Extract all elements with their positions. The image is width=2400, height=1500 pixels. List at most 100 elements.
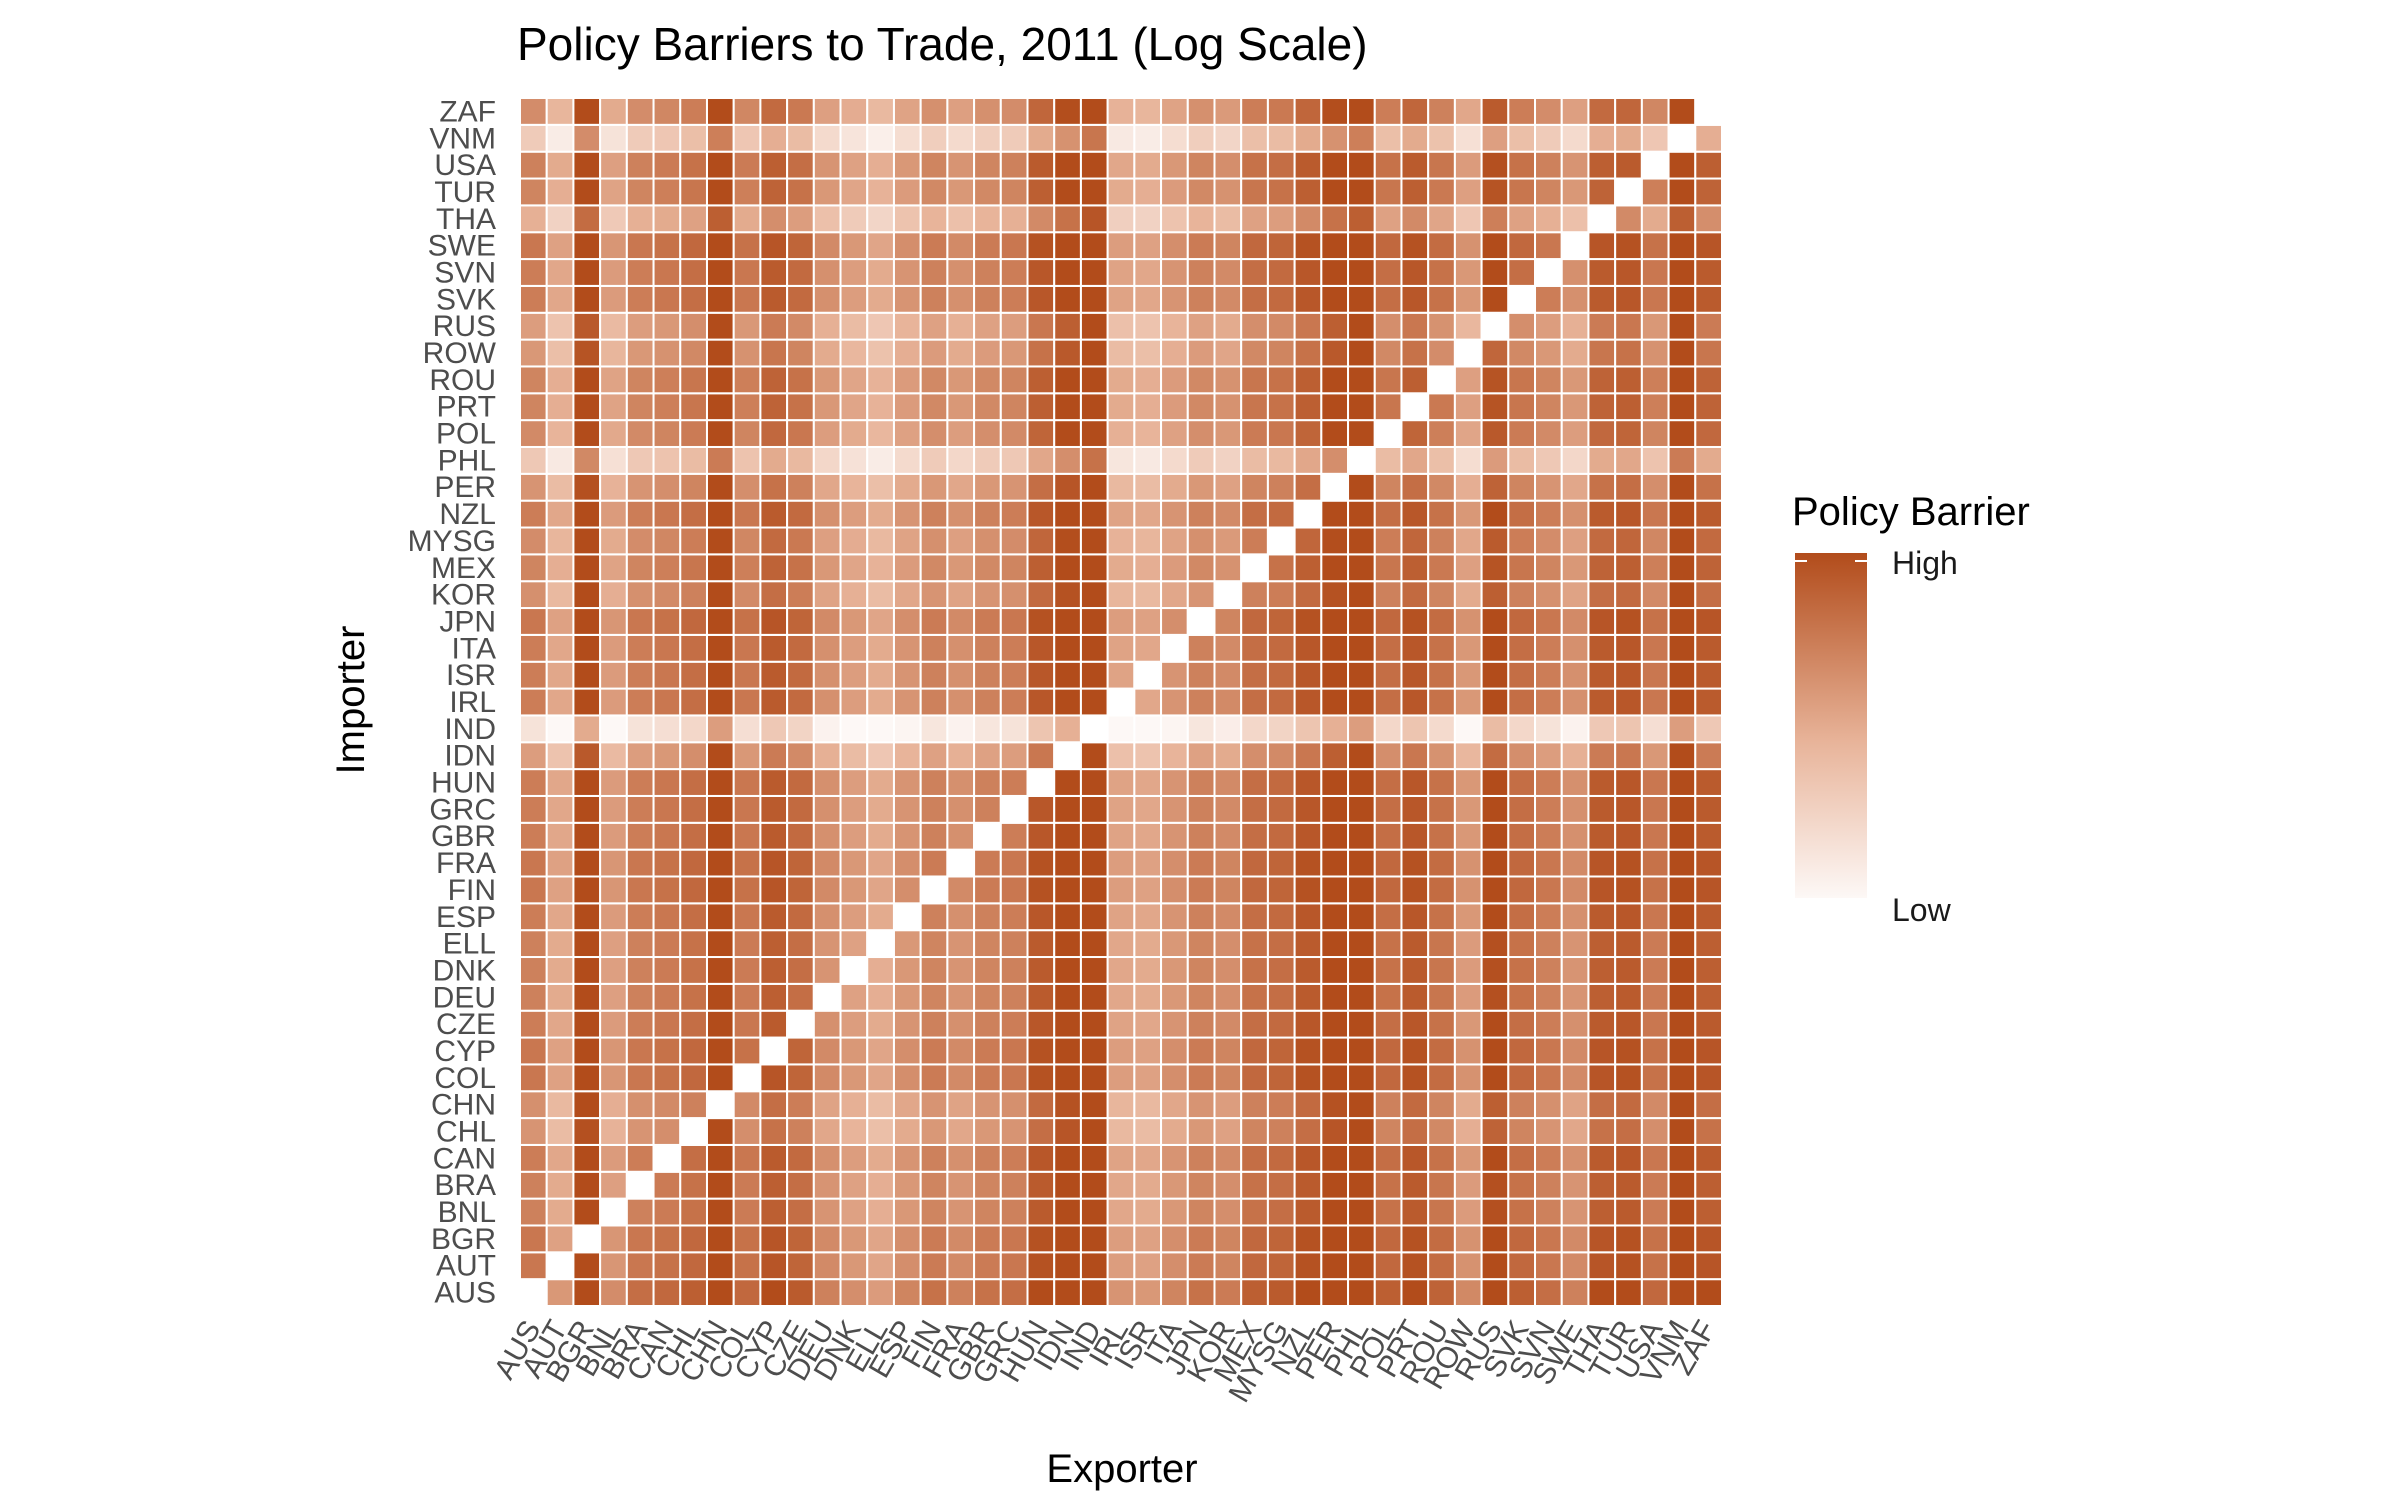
heatmap-cell: [1534, 1143, 1563, 1173]
heatmap-cell: [1694, 982, 1724, 1012]
heatmap-cell: [1293, 633, 1323, 663]
heatmap-cell: [1053, 687, 1082, 717]
heatmap-cell: [705, 1117, 735, 1146]
heatmap-cell: [732, 97, 762, 126]
heatmap-cell: [1186, 929, 1216, 959]
heatmap-cell: [1640, 97, 1670, 126]
heatmap-cell: [1480, 1278, 1510, 1308]
heatmap-cell: [1213, 633, 1243, 663]
heatmap-cell: [1133, 123, 1163, 153]
heatmap-cell: [839, 150, 869, 180]
heatmap-cell: [519, 204, 548, 234]
heatmap-cell: [1240, 526, 1269, 556]
heatmap-cell: [946, 338, 976, 368]
heatmap-cell: [679, 580, 708, 610]
heatmap-cell: [1587, 1224, 1617, 1254]
heatmap-cell: [1453, 204, 1483, 234]
heatmap-cell: [866, 929, 895, 959]
heatmap-cell: [1667, 741, 1697, 771]
heatmap-cell: [1480, 902, 1510, 932]
heatmap-cell: [786, 284, 815, 314]
heatmap-cell: [1293, 1090, 1323, 1120]
heatmap-cell: [892, 982, 922, 1012]
heatmap-cell: [1266, 982, 1296, 1012]
heatmap-cell: [1560, 150, 1590, 180]
heatmap-cell: [599, 284, 628, 314]
heatmap-cell: [1133, 1036, 1163, 1066]
heatmap-cell: [1534, 123, 1563, 153]
heatmap-cell: [572, 607, 602, 636]
heatmap-cell: [812, 526, 842, 556]
heatmap-cell: [1614, 1117, 1643, 1146]
heatmap-cell: [866, 633, 895, 663]
heatmap-cell: [1079, 902, 1109, 932]
heatmap-cell: [999, 150, 1029, 180]
heatmap-cell: [1320, 1063, 1350, 1093]
heatmap-cell: [1640, 982, 1670, 1012]
heatmap-cell: [1160, 929, 1189, 959]
heatmap-cell: [1640, 714, 1670, 744]
heatmap-cell: [1293, 714, 1323, 744]
heatmap-cell: [1400, 284, 1430, 314]
heatmap-cell: [1053, 419, 1082, 448]
heatmap-cell: [1320, 580, 1350, 610]
heatmap-cell: [839, 660, 869, 690]
heatmap-cell: [1614, 1278, 1643, 1308]
heatmap-cell: [786, 1143, 815, 1173]
heatmap-cell: [732, 794, 762, 824]
heatmap-cell: [946, 1063, 976, 1093]
heatmap-cell: [973, 231, 1002, 261]
heatmap-cell: [1614, 821, 1643, 851]
heatmap-cell: [1347, 1197, 1376, 1227]
heatmap-cell: [625, 526, 655, 556]
heatmap-cell: [625, 1143, 655, 1173]
heatmap-cell: [999, 902, 1029, 932]
heatmap-cell: [1640, 607, 1670, 636]
heatmap-cell: [1667, 1197, 1697, 1227]
heatmap-cell: [1106, 768, 1136, 797]
heatmap-cell: [652, 419, 682, 448]
heatmap-cell: [599, 1090, 628, 1120]
heatmap-cell: [1213, 1143, 1243, 1173]
heatmap-cell: [572, 1251, 602, 1281]
heatmap-cell: [1427, 929, 1456, 959]
heatmap-cell: [973, 392, 1002, 422]
heatmap-cell: [812, 338, 842, 368]
heatmap-cell: [1373, 1143, 1403, 1173]
heatmap-cell: [866, 419, 895, 448]
heatmap-cell: [652, 553, 682, 583]
heatmap-cell: [759, 311, 789, 341]
heatmap-cell: [599, 902, 628, 932]
heatmap-cell: [1694, 875, 1724, 905]
heatmap-cell: [679, 97, 708, 126]
y-tick-label: ROW: [423, 337, 497, 370]
heatmap-cell: [1266, 929, 1296, 959]
heatmap-cell: [652, 258, 682, 287]
heatmap-cell: [786, 419, 815, 448]
heatmap-cell: [519, 1036, 548, 1066]
heatmap-cell: [705, 1278, 735, 1308]
heatmap-cell: [1453, 258, 1483, 287]
y-tick-label: CAN: [433, 1142, 496, 1175]
heatmap-cell: [866, 284, 895, 314]
heatmap-cell: [732, 768, 762, 797]
heatmap-cell: [732, 1090, 762, 1120]
heatmap-cell: [759, 982, 789, 1012]
heatmap-cell: [1373, 1224, 1403, 1254]
heatmap-cell: [866, 553, 895, 583]
heatmap-cell: [1614, 1224, 1643, 1254]
heatmap-cell: [1079, 607, 1109, 636]
heatmap-cell: [1427, 1251, 1456, 1281]
heatmap-cell: [1587, 311, 1617, 341]
heatmap-cell: [1106, 1170, 1136, 1200]
heatmap-cell: [679, 1009, 708, 1039]
heatmap-cell: [599, 956, 628, 985]
heatmap-cell: [786, 365, 815, 395]
heatmap-cell: [625, 365, 655, 395]
heatmap-cell: [1480, 982, 1510, 1012]
heatmap-cell: [1373, 902, 1403, 932]
heatmap-cell: [1453, 365, 1483, 395]
heatmap-cell: [572, 311, 602, 341]
heatmap-cell: [1614, 1170, 1643, 1200]
heatmap-cell: [572, 392, 602, 422]
